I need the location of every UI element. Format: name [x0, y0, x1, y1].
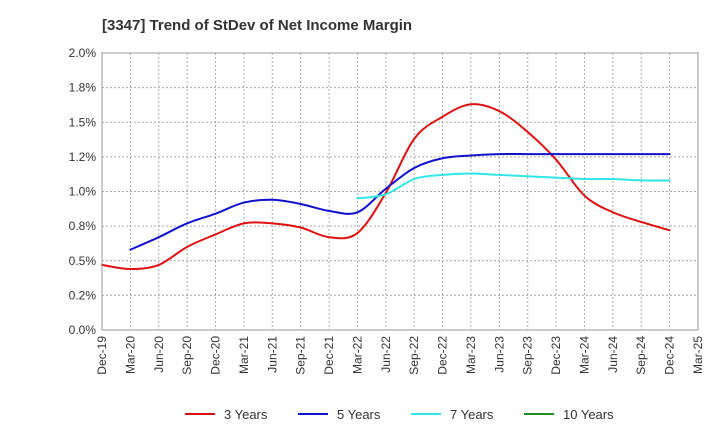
y-tick-label: 0.0%: [69, 323, 97, 337]
x-tick-label: Jun-23: [492, 336, 506, 373]
x-tick-label: Mar-25: [691, 336, 705, 374]
y-tick-label: 1.0%: [69, 185, 97, 199]
legend: 3 Years 5 Years 7 Years 10 Years: [185, 407, 614, 422]
legend-label-3-years: 3 Years: [224, 407, 268, 422]
x-tick-label: Sep-23: [521, 336, 535, 375]
series-line-3-years: [101, 103, 671, 271]
x-tick-label: Dec-22: [436, 336, 450, 375]
y-tick-label: 0.8%: [69, 219, 97, 233]
legend-label-5-years: 5 Years: [337, 407, 381, 422]
x-tick-label: Jun-24: [606, 336, 620, 373]
x-tick-label: Mar-24: [577, 336, 591, 374]
x-tick-label: Sep-20: [180, 336, 194, 375]
y-tick-label: 1.5%: [69, 115, 97, 129]
plot-frame: [101, 52, 699, 331]
x-tick-label: Dec-23: [549, 336, 563, 375]
x-tick-label: Jun-22: [379, 336, 393, 373]
x-tick-label: Dec-20: [209, 336, 223, 375]
legend-label-10-years: 10 Years: [563, 407, 614, 422]
chart-title: [3347] Trend of StDev of Net Income Marg…: [102, 17, 412, 34]
grid: [102, 53, 698, 330]
x-tick-label: Jun-20: [152, 336, 166, 373]
x-tick-label: Mar-20: [123, 336, 137, 374]
y-tick-label: 1.8%: [69, 81, 97, 95]
y-tick-label: 1.2%: [69, 150, 97, 164]
y-axis-ticks: 0.0% 0.2% 0.5% 0.8% 1.0% 1.2% 1.5% 1.8% 2.0%: [69, 46, 97, 337]
x-tick-label: Sep-24: [634, 336, 648, 375]
x-tick-label: Mar-22: [350, 336, 364, 374]
y-tick-label: 2.0%: [69, 46, 97, 60]
y-tick-label: 0.5%: [69, 254, 97, 268]
x-tick-label: Dec-21: [322, 336, 336, 375]
x-tick-label: Mar-23: [464, 336, 478, 374]
x-tick-label: Sep-22: [407, 336, 421, 375]
x-axis-ticks: Dec-19 Mar-20 Jun-20 Sep-20 Dec-20 Mar-21 Jun-…: [95, 336, 705, 375]
series-line-5-years: [129, 152, 671, 251]
x-tick-label: Jun-21: [265, 336, 279, 373]
x-tick-label: Sep-21: [294, 336, 308, 375]
y-tick-label: 0.2%: [69, 288, 97, 302]
x-tick-label: Dec-24: [663, 336, 677, 375]
x-tick-label: Dec-19: [95, 336, 109, 375]
x-tick-label: Mar-21: [237, 336, 251, 374]
series-line-7-years: [356, 172, 671, 200]
series-lines: [101, 103, 671, 271]
legend-label-7-years: 7 Years: [450, 407, 494, 422]
